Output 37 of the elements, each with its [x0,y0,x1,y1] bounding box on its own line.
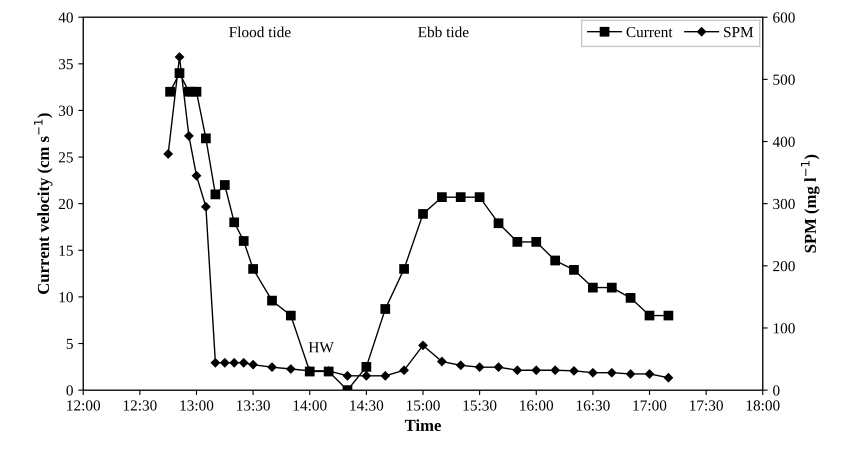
x-tick-label: 14:30 [350,400,384,411]
x-tick-label: 16:30 [576,400,610,411]
x-tick-label: 13:00 [180,400,214,411]
y-tick-label: 5 [66,338,73,349]
y2-tick-label: 100 [774,323,795,334]
x-tick-label: 16:00 [520,400,554,411]
y2-tick-label: 500 [773,74,795,85]
annotation: Flood tide [229,26,291,38]
x-tick-label: 14:00 [294,400,327,411]
x-axis-title: Time [404,419,441,431]
y-tick-label: 0 [66,385,73,396]
y-tick-label: 25 [58,152,73,163]
legend-label: Current [626,26,673,38]
y-tick-label: 10 [60,292,73,302]
annotation: Ebb tide [418,26,469,38]
y2-tick-label: 0 [773,385,780,396]
x-tick-label: 13:30 [237,400,270,411]
x-tick-label: 18:00 [746,400,780,411]
x-tick-label: 17:00 [633,400,666,411]
x-tick-label: 12:00 [67,400,100,411]
y2-tick-label: 300 [773,198,795,210]
y-tick-label: 35 [58,59,73,70]
y-axis-title: Current velocity (cm s$^{−1}$) [34,113,52,294]
y2-tick-label: 400 [772,136,795,147]
y2-axis-title: SPM (mg l$^{−1}$) [800,154,820,252]
x-tick-label: 15:30 [464,400,496,411]
annotation: HW [308,342,334,352]
x-tick-label: 17:30 [690,400,723,411]
y-tick-label: 20 [58,198,73,210]
x-tick-label: 12:30 [124,400,157,411]
y-tick-label: 40 [58,12,73,23]
legend-label: SPM [724,26,754,38]
y2-tick-label: 600 [773,12,795,23]
x-tick-label: 15:00 [406,400,440,411]
y-tick-label: 30 [58,106,73,116]
y-tick-label: 15 [60,246,73,256]
y2-tick-label: 200 [773,260,795,272]
